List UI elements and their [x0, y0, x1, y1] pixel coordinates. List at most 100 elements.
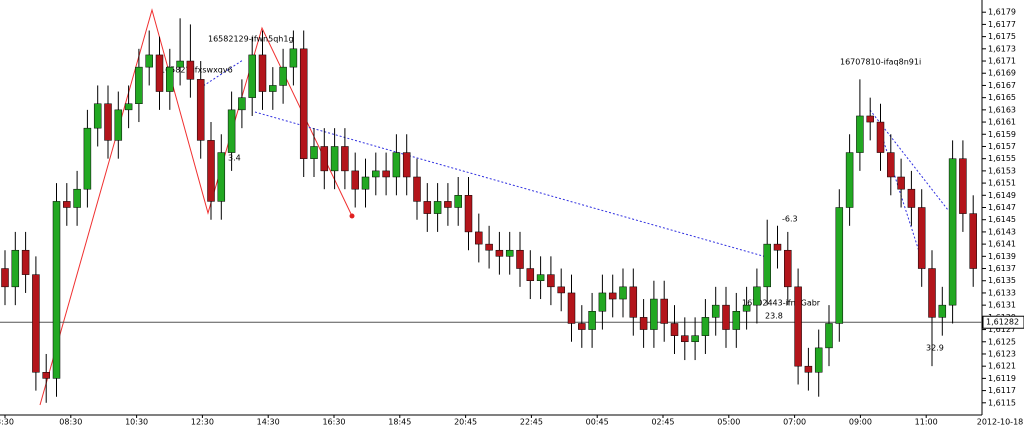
- candle-body: [423, 201, 432, 214]
- y-tick-label: 1,6121: [988, 362, 1016, 371]
- candle-body: [1, 268, 9, 288]
- candle-body: [887, 152, 895, 178]
- candle-body: [639, 317, 648, 330]
- y-tick-label: 1,6127: [988, 325, 1016, 334]
- candle-body: [948, 158, 957, 306]
- candle-body: [650, 298, 658, 330]
- candle-body: [835, 207, 844, 324]
- y-tick-label: 1,6177: [988, 20, 1016, 29]
- candle-body: [670, 323, 679, 336]
- candle-body: [938, 304, 947, 318]
- x-tick-label: 05:00: [717, 418, 740, 427]
- candle-body: [660, 298, 668, 324]
- annotation: 3.4: [228, 154, 241, 163]
- candle-body: [917, 207, 926, 269]
- candle-body: [536, 274, 545, 281]
- annotation: 32.9: [926, 344, 944, 353]
- candle-body: [516, 249, 524, 269]
- candle-body: [588, 311, 596, 330]
- candle-body: [794, 286, 802, 367]
- candle-body: [269, 85, 277, 92]
- zigzag-line: [39, 8, 353, 406]
- candle-body: [526, 268, 535, 281]
- y-tick-label: 1,6119: [988, 374, 1016, 383]
- candle-body: [578, 323, 586, 330]
- last-price-box: [982, 315, 1024, 329]
- annotation: 23.8: [765, 312, 783, 321]
- annotation: -6.3: [782, 215, 798, 224]
- candle-body: [310, 146, 318, 159]
- y-tick-label: 1,6171: [988, 57, 1016, 66]
- candle-body: [464, 195, 473, 233]
- candle-body: [299, 48, 308, 159]
- candle-body: [93, 103, 102, 129]
- candle-body: [196, 79, 205, 141]
- zigzag-end: [349, 213, 355, 219]
- candle-body: [567, 292, 576, 324]
- candle-body: [217, 152, 226, 202]
- y-tick-label: 1,6179: [988, 8, 1016, 17]
- candle-body: [289, 48, 298, 68]
- candle-body: [598, 292, 607, 312]
- candle-body: [124, 103, 133, 111]
- candle-body: [959, 158, 967, 214]
- y-tick-label: 1,6163: [988, 105, 1016, 114]
- candle-body: [207, 140, 215, 202]
- candle-body: [897, 176, 905, 190]
- candle-body: [351, 170, 359, 190]
- candle-body: [73, 188, 81, 208]
- x-tick-label: 20:45: [454, 418, 477, 427]
- candle-body: [392, 152, 401, 178]
- candle-body: [402, 152, 411, 178]
- candle-body: [969, 213, 977, 269]
- candle-body: [629, 286, 638, 318]
- x-tick-label: 2012-10-18: [977, 418, 1024, 427]
- y-tick-label: 1,6153: [988, 166, 1016, 175]
- annotation: 16707810-ifaq8n91i: [840, 58, 921, 67]
- y-tick-label: 1,6147: [988, 203, 1016, 212]
- candle-body: [155, 54, 164, 92]
- candle-body: [238, 97, 246, 111]
- candle-body: [248, 54, 256, 98]
- candle-body: [547, 274, 555, 288]
- candle-body: [330, 146, 339, 172]
- y-tick-label: 1,6151: [988, 179, 1016, 188]
- candle-body: [320, 146, 329, 172]
- y-tick-label: 1,6149: [988, 191, 1016, 200]
- candle-body: [186, 60, 195, 80]
- y-tick-label: 1,6117: [988, 386, 1016, 395]
- y-tick-label: 1,6157: [988, 142, 1016, 151]
- y-tick-label: 1,6173: [988, 44, 1016, 53]
- x-tick-label: 18:45: [388, 418, 411, 427]
- candle-body: [814, 347, 823, 373]
- candle-body: [773, 243, 782, 251]
- x-tick-label: 3:30: [0, 418, 14, 427]
- y-tick-label: 1,6165: [988, 93, 1016, 102]
- candle-body: [557, 286, 565, 294]
- candle-body: [83, 127, 92, 190]
- annotation: 16702443-ifnaGabr: [742, 299, 821, 308]
- candle-body: [372, 170, 380, 178]
- x-tick-label: 07:00: [783, 418, 806, 427]
- candle-body: [485, 243, 493, 251]
- x-tick-label: 08:30: [59, 418, 82, 427]
- candle-body: [42, 372, 50, 379]
- y-tick-label: 1,6175: [988, 32, 1016, 41]
- candle-body: [176, 60, 184, 68]
- x-tick-label: 10:30: [125, 418, 148, 427]
- candle-body: [21, 249, 30, 275]
- annotation: 16582129-ifwn5qh1g: [208, 35, 294, 44]
- candle-body: [475, 231, 483, 245]
- candle-body: [135, 66, 143, 104]
- y-tick-label: 1,6155: [988, 154, 1016, 163]
- y-tick-label: 1,6123: [988, 349, 1016, 358]
- candle-body: [433, 201, 442, 214]
- y-tick-label: 1,6135: [988, 276, 1016, 285]
- y-tick-label: 1,6133: [988, 288, 1016, 297]
- candle-body: [361, 176, 370, 190]
- candle-body: [52, 201, 61, 379]
- x-tick-label: 14:30: [257, 418, 280, 427]
- candle-body: [732, 311, 741, 330]
- x-tick-label: 22:45: [520, 418, 543, 427]
- y-tick-label: 1,6143: [988, 227, 1016, 236]
